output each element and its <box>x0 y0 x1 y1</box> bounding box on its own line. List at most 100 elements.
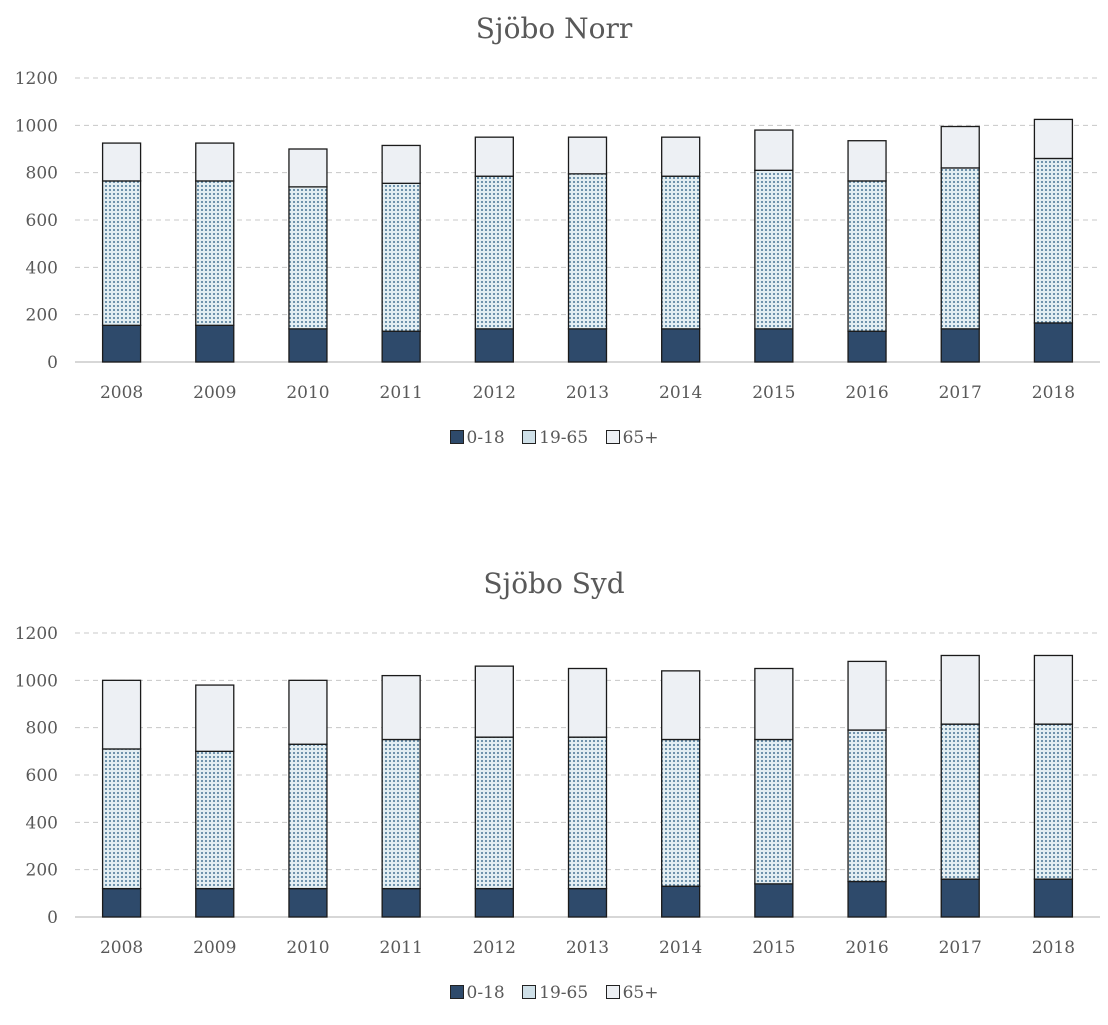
x-tick-label: 2008 <box>100 938 143 958</box>
y-tick-label: 800 <box>26 719 58 739</box>
y-tick-label: 1200 <box>15 624 58 644</box>
x-tick-label: 2013 <box>566 383 609 403</box>
legend: 0-18 19-65 65+ <box>0 983 1108 1003</box>
x-tick-label: 2015 <box>752 383 795 403</box>
bar-segment-0-18-2008 <box>101 887 142 918</box>
bar-segment-19-65-2010 <box>288 743 328 890</box>
x-tick-label: 2009 <box>193 938 236 958</box>
y-tick-label: 600 <box>26 211 58 231</box>
bar-segment-0-18-2009 <box>195 324 235 363</box>
bar-segment-65plus-2018 <box>1033 654 1074 725</box>
bar-segment-19-65-2016 <box>847 729 887 883</box>
x-tick-label: 2009 <box>193 383 236 403</box>
bar-segment-65plus-2008 <box>101 142 142 182</box>
bar-segment-19-65-2016 <box>847 180 887 332</box>
bar-segment-0-18-2013 <box>567 328 608 363</box>
legend-label: 65+ <box>622 983 659 1003</box>
x-tick-label: 2014 <box>659 383 702 403</box>
bar-segment-0-18-2014 <box>661 885 701 918</box>
bar-segment-0-18-2012 <box>474 887 514 918</box>
bar-segment-19-65-2014 <box>661 175 701 330</box>
bar-segment-0-18-2015 <box>754 328 794 363</box>
bar-segment-19-65-2013 <box>567 173 608 330</box>
x-tick-label: 2018 <box>1032 938 1075 958</box>
legend: 0-18 19-65 65+ <box>0 428 1108 448</box>
chart-title: Sjöbo Syd <box>483 567 625 600</box>
bar-segment-0-18-2011 <box>381 887 421 918</box>
bar-segment-65plus-2016 <box>847 660 887 731</box>
bar-segment-19-65-2011 <box>381 738 421 890</box>
bar-segment-19-65-2010 <box>288 186 328 330</box>
y-tick-label: 800 <box>26 164 58 184</box>
bar-segment-0-18-2008 <box>101 324 142 363</box>
legend-swatch-19-65 <box>522 985 537 999</box>
bar-segment-65plus-2011 <box>381 144 421 184</box>
bar-segment-65plus-2013 <box>567 667 608 738</box>
legend-item-65plus: 65+ <box>605 428 659 448</box>
y-tick-label: 400 <box>26 813 58 833</box>
bar-segment-0-18-2010 <box>288 887 328 918</box>
chart-plot-area: 0 200 400 600 800 1000 1200 2008 2009 2010 2011 201… <box>15 624 1100 958</box>
chart-title: Sjöbo Norr <box>475 12 633 45</box>
bar-segment-19-65-2014 <box>661 738 701 887</box>
bar-segment-65plus-2010 <box>288 148 328 188</box>
bar-segment-0-18-2016 <box>847 330 887 363</box>
bar-segment-65plus-2009 <box>195 684 235 752</box>
bar-segment-0-18-2012 <box>474 328 514 363</box>
legend-item-0-18: 0-18 <box>449 983 505 1003</box>
bar-segment-19-65-2018 <box>1033 157 1074 324</box>
x-tick-label: 2018 <box>1032 383 1075 403</box>
legend-swatch-65plus <box>605 430 620 444</box>
bar-segment-19-65-2009 <box>195 750 235 890</box>
x-tick-label: 2012 <box>473 383 516 403</box>
y-tick-label: 1000 <box>15 671 58 691</box>
bar-segment-0-18-2009 <box>195 887 235 918</box>
x-tick-label: 2010 <box>286 383 329 403</box>
bar-segment-65plus-2011 <box>381 674 421 741</box>
x-tick-label: 2010 <box>286 938 329 958</box>
x-tick-label: 2015 <box>752 938 795 958</box>
legend-item-19-65: 19-65 <box>522 983 588 1003</box>
bar-segment-65plus-2018 <box>1033 118 1074 160</box>
y-tick-label: 600 <box>26 766 58 786</box>
bar-segment-0-18-2014 <box>661 328 701 363</box>
bar-segment-0-18-2015 <box>754 883 794 918</box>
bar-segment-0-18-2017 <box>940 878 980 918</box>
legend-swatch-19-65 <box>522 430 537 444</box>
legend-item-0-18: 0-18 <box>449 428 505 448</box>
legend-swatch-65plus <box>605 985 620 999</box>
bar-segment-65plus-2016 <box>847 140 887 182</box>
bar-segment-19-65-2008 <box>101 180 142 326</box>
bar-segment-19-65-2015 <box>754 169 794 330</box>
bar-segment-19-65-2013 <box>567 736 608 890</box>
y-tick-label: 1000 <box>15 116 58 136</box>
y-tick-label: 200 <box>26 861 58 881</box>
x-tick-label: 2012 <box>473 938 516 958</box>
bar-segment-19-65-2012 <box>474 736 514 890</box>
y-tick-label: 200 <box>26 306 58 326</box>
legend-label: 65+ <box>622 428 659 448</box>
bar-segment-19-65-2015 <box>754 738 794 885</box>
bar-segment-19-65-2011 <box>381 182 421 332</box>
chart-sjobo-norr: Sjöbo Norr 0 200 400 600 800 1000 1200 2008 2009… <box>0 0 1108 470</box>
bar-segment-0-18-2010 <box>288 328 328 363</box>
bar-segment-19-65-2012 <box>474 175 514 330</box>
bar-segment-65plus-2013 <box>567 136 608 175</box>
y-tick-label: 400 <box>26 258 58 278</box>
x-tick-label: 2014 <box>659 938 702 958</box>
x-tick-label: 2013 <box>566 938 609 958</box>
bar-segment-65plus-2012 <box>474 665 514 738</box>
chart-plot-area: 0 200 400 600 800 1000 1200 2008 2009 2010 2011 201… <box>15 69 1100 403</box>
legend-swatch-0-18 <box>449 985 464 999</box>
x-tick-label: 2017 <box>939 383 982 403</box>
bar-segment-19-65-2017 <box>940 167 980 330</box>
bar-segment-65plus-2014 <box>661 136 701 177</box>
x-tick-label: 2017 <box>939 938 982 958</box>
legend-item-65plus: 65+ <box>605 983 659 1003</box>
x-tick-label: 2011 <box>380 383 423 403</box>
bar-segment-19-65-2018 <box>1033 723 1074 880</box>
bar-segment-19-65-2008 <box>101 748 142 890</box>
bar-segment-65plus-2017 <box>940 654 980 725</box>
chart-sjobo-syd: Sjöbo Syd 0 200 400 600 800 1000 1200 2008 2009 2… <box>0 555 1108 1025</box>
bar-segment-65plus-2012 <box>474 136 514 177</box>
